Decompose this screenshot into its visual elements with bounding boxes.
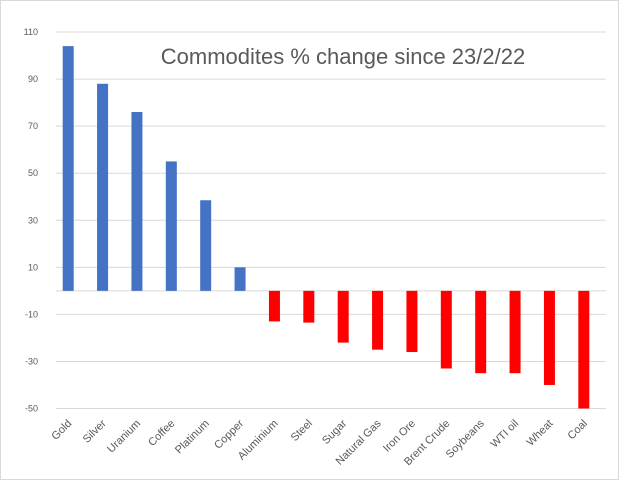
- y-tick-label: 110: [24, 27, 38, 37]
- bar-gold: [62, 46, 74, 291]
- x-category-label: Platinum: [173, 418, 212, 457]
- bar-iron-ore: [406, 290, 418, 353]
- y-tick-label: 30: [28, 215, 38, 225]
- x-category-label: Gold: [49, 418, 74, 443]
- y-tick-label: 70: [28, 121, 38, 131]
- bar-coffee: [165, 161, 177, 291]
- bar-copper: [234, 267, 246, 291]
- bar-silver: [97, 83, 109, 291]
- y-tick-label: 90: [28, 74, 38, 84]
- x-category-label: Sugar: [320, 417, 349, 446]
- bar-uranium: [131, 112, 143, 291]
- y-tick-label: 50: [28, 168, 38, 178]
- x-category-label: Uranium: [105, 418, 143, 456]
- bar-wti-oil: [509, 290, 521, 374]
- bars: [62, 46, 590, 409]
- bar-natural-gas: [372, 290, 384, 350]
- x-category-label: Coffee: [146, 418, 177, 449]
- bar-steel: [303, 290, 315, 323]
- y-tick-label: 10: [28, 262, 38, 272]
- y-tick-label: -30: [25, 356, 38, 366]
- bar-brent-crude: [440, 290, 452, 369]
- x-category-label: Steel: [289, 418, 315, 444]
- bar-wheat: [543, 290, 555, 385]
- bar-platinum: [200, 200, 212, 291]
- x-category-label: WTI oil: [488, 418, 521, 451]
- x-category-label: Coal: [565, 418, 589, 442]
- y-tick-label: -50: [25, 404, 38, 414]
- bar-coal: [578, 290, 590, 409]
- x-category-label: Wheat: [525, 418, 556, 449]
- x-category-label: Silver: [81, 417, 109, 445]
- bar-aluminium: [268, 290, 280, 322]
- chart-title: Commodites % change since 23/2/22: [161, 44, 525, 69]
- y-axis-ticks: 110 90 70 50 30 10 -10 -30 -50: [24, 27, 38, 414]
- x-category-label: Copper: [212, 417, 246, 451]
- bar-sugar: [337, 290, 349, 343]
- x-category-label: Soybeans: [444, 417, 487, 460]
- y-tick-label: -10: [25, 309, 38, 319]
- bar-soybeans: [475, 290, 487, 374]
